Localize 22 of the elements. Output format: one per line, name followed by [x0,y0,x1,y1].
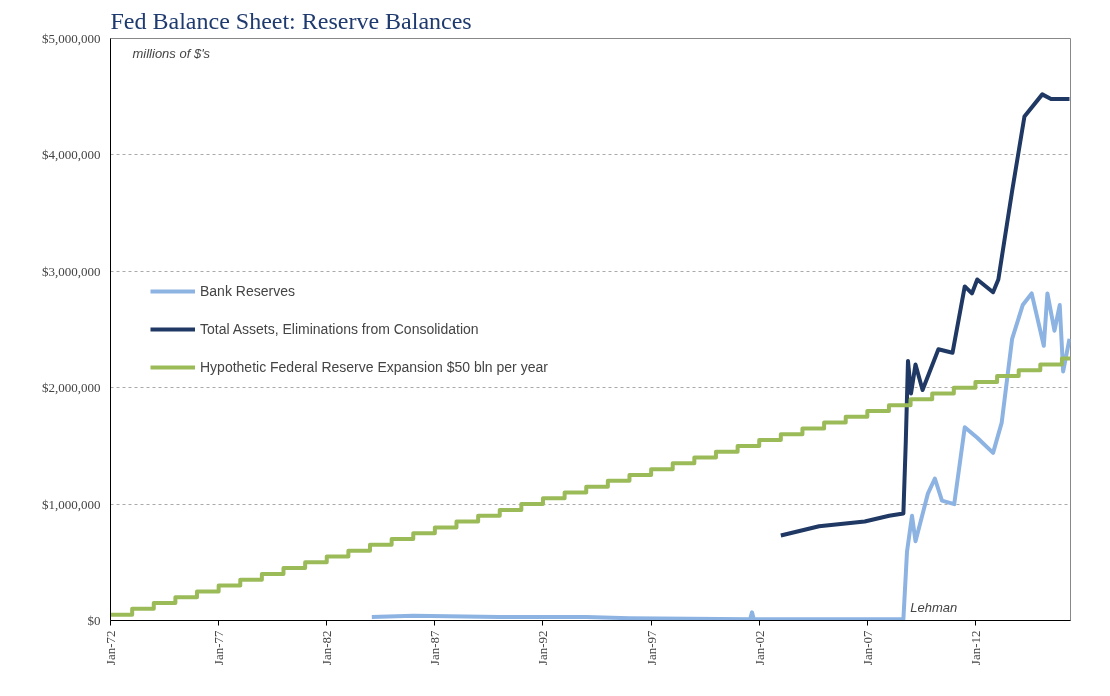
y-tick-label: $2,000,000 [42,380,101,396]
annotation: Lehman [910,599,958,615]
y-tick-label: $3,000,000 [42,263,101,279]
x-tick-label: Jan-97 [643,630,659,666]
x-tick-label: Jan-92 [535,630,551,666]
x-tick-label: Jan-77 [211,630,227,666]
line-series [778,92,1071,538]
legend-label: Total Assets, Eliminations from Consolidation [200,321,479,337]
y-tick-label: $4,000,000 [42,147,101,163]
legend-label: Hypothetic Federal Reserve Expansion $50 bln per year [200,359,548,375]
x-tick-label: Jan-87 [427,630,443,666]
legend-label: Bank Reserves [200,283,295,299]
chart-title: Fed Balance Sheet: Reserve Balances [110,7,472,34]
y-tick-label: $0 [87,613,101,628]
y-tick-label: $5,000,000 [42,31,101,46]
annotation: millions of $'s [132,45,211,61]
x-tick-label: Jan-07 [859,630,875,666]
x-tick-label: Jan-02 [751,630,767,666]
y-tick-label: $1,000,000 [42,496,101,512]
x-tick-label: Jan-82 [319,630,335,666]
x-tick-label: Jan-72 [103,630,118,666]
x-tick-label: Jan-12 [967,630,983,666]
